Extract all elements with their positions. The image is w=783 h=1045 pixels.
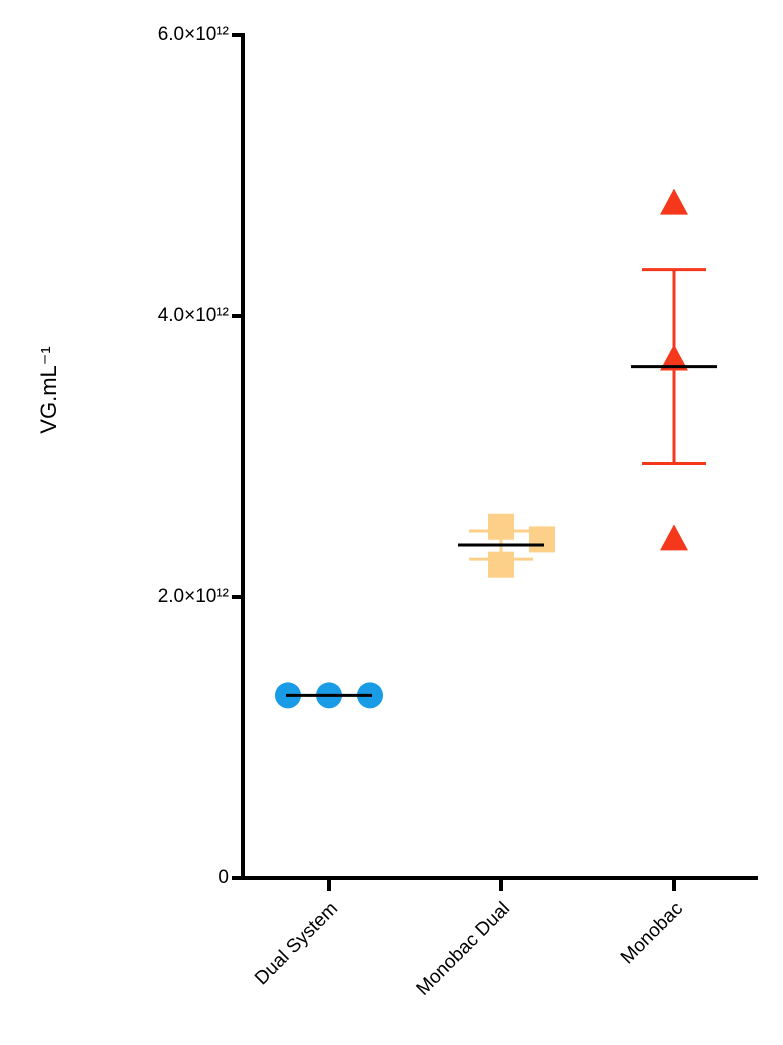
y-tick-label: 4.0×10¹² xyxy=(158,305,229,326)
y-tick-label: 2.0×10¹² xyxy=(158,586,229,607)
x-tick-label: Monobac xyxy=(617,898,687,968)
x-tick-label: Monobac Dual xyxy=(413,898,514,999)
y-axis-label: VG.mL⁻¹ xyxy=(36,346,61,433)
y-tick-label: 0 xyxy=(218,867,229,888)
y-tick-label: 6.0×10¹² xyxy=(158,24,229,45)
point xyxy=(529,526,555,553)
point xyxy=(660,524,688,551)
point xyxy=(660,188,688,215)
x-tick-label: Dual System xyxy=(251,898,342,989)
